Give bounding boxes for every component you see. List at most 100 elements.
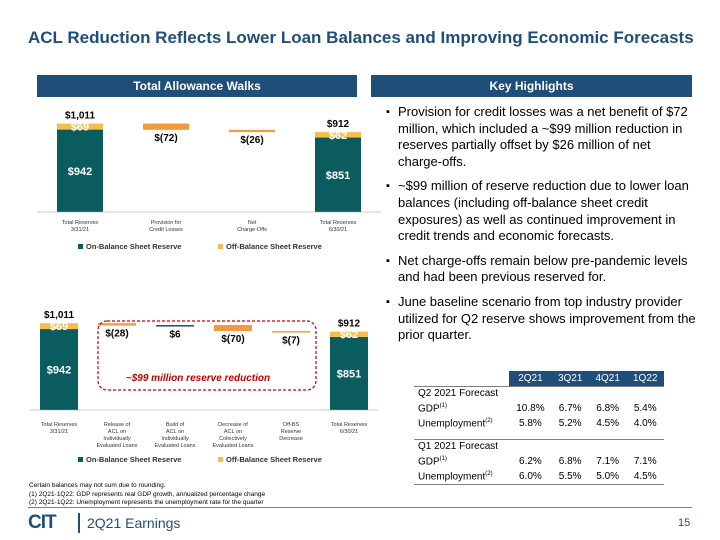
table-cell: 5.5% — [551, 469, 589, 485]
legend-on-balance-swatch — [78, 244, 83, 249]
category-label: 3/31/21 — [50, 429, 68, 435]
section-title: Q1 2021 Forecast — [414, 438, 664, 454]
category-label: Provision for — [151, 220, 182, 226]
on-balance-label: $942 — [68, 166, 92, 178]
legend-off-balance-label: Off-Balance Sheet Reserve — [226, 242, 322, 251]
category-label: Release of — [104, 422, 131, 428]
table-cell: 5.0% — [588, 469, 627, 485]
legend-off-balance-swatch — [218, 457, 223, 462]
legend-off-balance-swatch — [218, 244, 223, 249]
table-cell: 6.8% — [596, 403, 620, 414]
category-label: Collectively — [219, 436, 247, 442]
key-highlights-header: Key Highlights — [371, 75, 692, 97]
reserve-reduction-bracket — [97, 320, 317, 391]
change-bar — [98, 323, 136, 326]
legend-on-balance-swatch — [78, 457, 83, 462]
footnote: (2) 2Q21-1Q22: Unemployment represents t… — [29, 499, 264, 506]
key-highlights-list: Provision for credit losses was a net be… — [386, 104, 698, 352]
category-label: Net — [248, 220, 257, 226]
off-balance-label: $69 — [50, 321, 68, 333]
category-label: 6/30/21 — [340, 429, 358, 435]
change-bar — [229, 129, 275, 133]
row-label: GDP(1) — [418, 402, 448, 415]
legend-on-balance-label: On-Balance Sheet Reserve — [86, 455, 181, 464]
table-corner — [414, 371, 510, 386]
category-label: 6/30/21 — [329, 227, 347, 233]
category-label: Individually — [161, 436, 188, 442]
off-balance-bar — [57, 123, 103, 130]
category-label: ACL on — [108, 429, 126, 435]
footnote: (1) 2Q21-1Q22: GDP represents real GDP g… — [29, 490, 266, 498]
table-cell: 4.0% — [633, 418, 657, 429]
change-label: $6 — [169, 330, 181, 341]
column-header: 4Q21 — [588, 371, 627, 386]
category-label: Charge-Offs — [237, 227, 267, 233]
total-label: $1,011 — [44, 310, 74, 321]
category-label: Individually — [103, 436, 130, 442]
off-balance-label: $69 — [71, 122, 89, 134]
category-label: Credit Losses — [149, 227, 183, 233]
category-label: Total Reserves — [62, 220, 99, 226]
legend-off-balance-label: Off-Balance Sheet Reserve — [226, 455, 322, 464]
table-cell: 6.7% — [558, 403, 582, 414]
change-bar — [272, 331, 310, 333]
footnote: Certain balances may not sum due to roun… — [29, 482, 166, 489]
category-label: Off-BS — [283, 422, 300, 428]
on-balance-bar — [330, 336, 368, 410]
total-allowance-walks-header: Total Allowance Walks — [37, 75, 357, 97]
category-label: Decrease of — [218, 422, 248, 428]
table-cell: 10.8% — [516, 403, 545, 414]
row-label: Unemployment(2) — [418, 417, 493, 430]
table-cell: 6.2% — [519, 456, 542, 467]
table-cell: 4.5% — [626, 469, 664, 485]
table-cell: 7.1% — [596, 456, 620, 467]
change-label: $(72) — [154, 133, 177, 144]
table-cell: 6.8% — [558, 456, 582, 467]
footer-title: 2Q21 Earnings — [87, 515, 181, 531]
category-label: Evaluated Loans — [213, 443, 254, 449]
category-label: Evaluated Loans — [155, 443, 196, 449]
change-label: $(26) — [240, 135, 263, 146]
legend-on-balance-label: On-Balance Sheet Reserve — [86, 242, 181, 251]
off-balance-bar — [315, 132, 361, 138]
change-bar — [156, 325, 194, 327]
table-cell: 6.0% — [509, 469, 552, 485]
category-label: Reserve — [281, 429, 301, 435]
footer-divider — [28, 507, 692, 508]
logo-separator — [78, 513, 80, 533]
change-bar — [143, 123, 189, 130]
category-label: Total Reserves — [41, 422, 78, 428]
highlight-item: Provision for credit losses was a net be… — [386, 104, 698, 170]
page-number: 15 — [678, 517, 691, 529]
page-title: ACL Reduction Reflects Lower Loan Balanc… — [28, 28, 694, 47]
change-label: $(28) — [105, 329, 128, 340]
off-balance-bar — [40, 323, 78, 330]
on-balance-label: $851 — [337, 368, 361, 380]
row-label: Unemployment(2) — [414, 469, 510, 485]
category-label: ACL on — [224, 429, 242, 435]
reserve-reduction-annotation: ~$99 million reserve reduction — [126, 373, 270, 384]
total-label: $1,011 — [65, 111, 95, 122]
category-label: Build of — [166, 422, 185, 428]
row-label: GDP(1) — [418, 455, 448, 468]
section-title: Q2 2021 Forecast — [414, 385, 664, 401]
total-label: $912 — [327, 119, 350, 130]
table-cell: 5.4% — [633, 403, 657, 414]
change-label: $(70) — [221, 334, 244, 345]
category-label: Total Reserves — [320, 220, 357, 226]
change-bar — [214, 325, 252, 332]
total-label: $912 — [338, 319, 361, 330]
category-label: Decrease — [279, 436, 303, 442]
footnotes: Certain balances may not sum due to roun… — [29, 482, 265, 508]
table-cell: 5.2% — [558, 418, 582, 429]
table-spacer — [414, 431, 664, 439]
table-cell: 7.1% — [633, 456, 657, 467]
category-label: ACL on — [166, 429, 184, 435]
off-balance-bar — [330, 331, 368, 337]
on-balance-bar — [57, 129, 103, 212]
column-header: 3Q21 — [551, 371, 589, 386]
table-cell: 4.5% — [596, 418, 620, 429]
economic-forecast-table: 2Q21 3Q21 4Q21 1Q22 Q2 2021 Forecast GDP… — [414, 371, 664, 485]
highlight-item: ~$99 million of reserve reduction due to… — [386, 178, 698, 244]
change-label: $(7) — [282, 336, 300, 347]
